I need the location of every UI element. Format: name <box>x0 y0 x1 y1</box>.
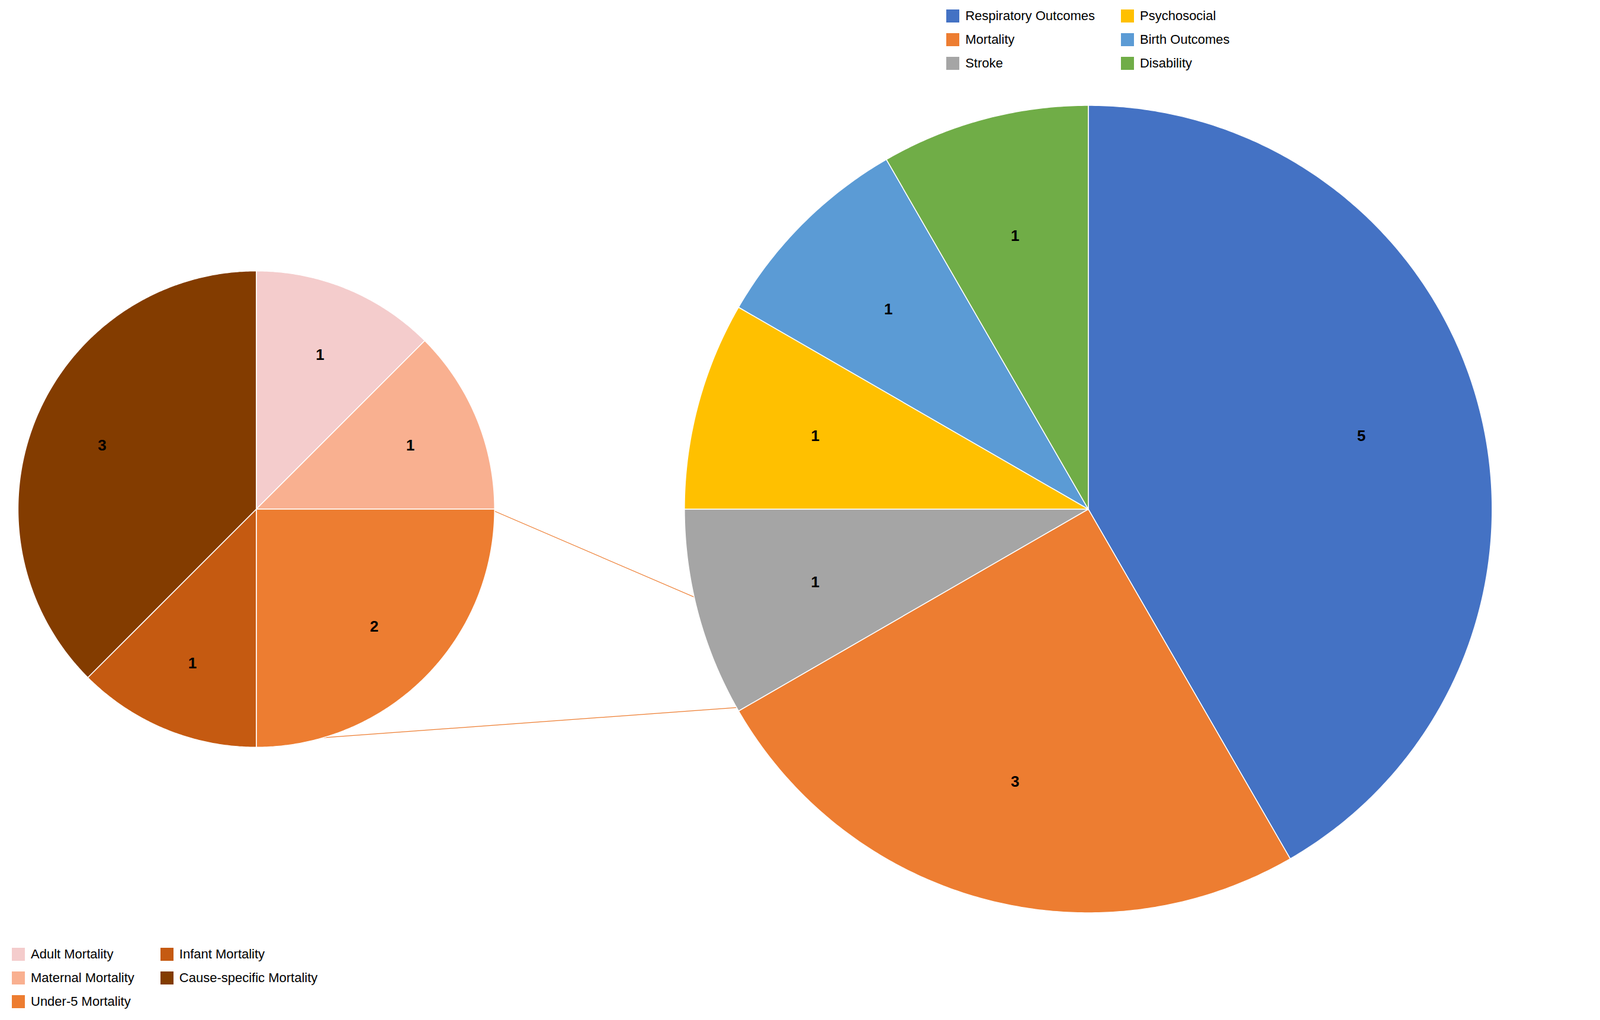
svg-text:3: 3 <box>1010 772 1020 791</box>
html-text:Psychosocial: Psychosocial <box>1139 8 1216 24</box>
svg-text:2: 2 <box>370 617 379 636</box>
html-text:Infant Mortality: Infant Mortality <box>179 946 265 962</box>
html-text:Under-5 Mortality: Under-5 Mortality <box>30 994 131 1010</box>
html-text:Birth Outcomes: Birth Outcomes <box>1139 31 1230 47</box>
svg-text:3: 3 <box>97 436 106 455</box>
svg-text:1: 1 <box>188 654 197 673</box>
svg-text:1: 1 <box>811 426 820 445</box>
html-text:Adult Mortality: Adult Mortality <box>30 946 114 962</box>
html-text:Cause-specific Mortality: Cause-specific Mortality <box>179 970 318 986</box>
html-text:Stroke: Stroke <box>965 55 1003 71</box>
svg-text:1: 1 <box>1010 226 1020 245</box>
html-text:Disability: Disability <box>1139 55 1193 71</box>
svg-text:1: 1 <box>315 345 324 364</box>
svg-text:1: 1 <box>406 436 415 455</box>
svg-text:1: 1 <box>811 573 820 591</box>
html-text:Maternal Mortality: Maternal Mortality <box>30 970 135 986</box>
html-text:Mortality: Mortality <box>965 31 1015 47</box>
html-text:Respiratory Outcomes: Respiratory Outcomes <box>965 8 1095 24</box>
svg-text:5: 5 <box>1357 426 1366 445</box>
svg-text:1: 1 <box>884 300 893 318</box>
